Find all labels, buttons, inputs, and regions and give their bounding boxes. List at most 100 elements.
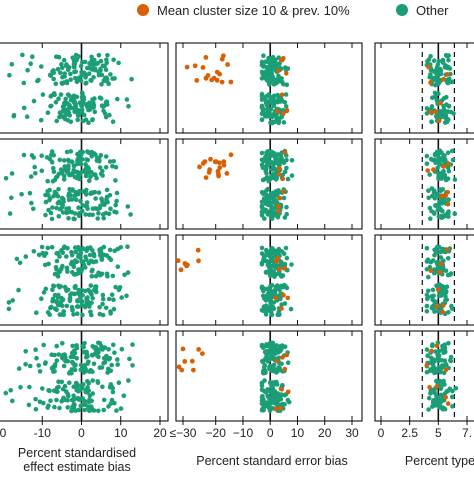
data-point-other (41, 290, 47, 295)
data-point-other (82, 407, 87, 413)
data-point-other (61, 199, 66, 204)
data-point-highlight (208, 156, 213, 162)
data-point-other (70, 94, 76, 100)
data-point-other (99, 257, 105, 262)
data-point-other (72, 402, 77, 408)
facet-frame (374, 138, 474, 230)
legend: Mean cluster size 10 & prev. 10% Other (137, 3, 449, 18)
data-point-other (97, 311, 103, 317)
data-point-other (130, 363, 135, 368)
data-point-other (276, 120, 282, 126)
data-point-other (103, 165, 109, 170)
data-point-other (434, 283, 439, 289)
data-point-other (96, 52, 102, 58)
data-point-other (113, 164, 119, 170)
data-point-highlight (221, 53, 226, 59)
data-point-other (269, 246, 274, 251)
data-point-other (266, 405, 272, 410)
data-point-other (32, 164, 37, 170)
data-point-other (437, 244, 442, 250)
data-point-highlight (445, 247, 450, 252)
data-point-other (281, 120, 287, 125)
data-point-other (34, 310, 39, 316)
data-point-other (434, 66, 439, 72)
data-point-other (93, 206, 98, 211)
data-point-other (58, 92, 64, 97)
data-point-other (40, 386, 45, 391)
data-point-highlight (282, 366, 288, 372)
data-point-other (27, 384, 32, 390)
data-point-other (111, 342, 116, 348)
data-point-highlight (203, 175, 209, 181)
data-point-other (82, 265, 88, 270)
data-point-other (436, 176, 441, 181)
data-point-highlight (180, 346, 186, 352)
data-point-other (115, 264, 121, 270)
data-point-other (282, 301, 288, 306)
data-point-other (450, 404, 455, 409)
data-point-other (432, 252, 437, 258)
data-point-other (43, 212, 48, 218)
data-point-other (107, 247, 113, 253)
data-point-other (55, 66, 61, 72)
data-point-other (66, 216, 71, 221)
data-point-other (119, 295, 124, 300)
x-tick-label: −20 (206, 426, 227, 440)
data-point-other (429, 186, 435, 191)
data-point-other (100, 104, 106, 109)
data-point-highlight (178, 267, 184, 273)
data-point-other (75, 311, 80, 317)
data-point-other (102, 63, 107, 69)
data-point-other (102, 202, 107, 207)
data-point-other (72, 397, 77, 402)
data-point-other (99, 82, 104, 87)
data-point-other (274, 379, 279, 385)
data-point-other (446, 58, 451, 63)
data-point-other (102, 359, 108, 365)
data-point-highlight (285, 389, 291, 395)
data-point-other (114, 198, 119, 204)
data-point-other (130, 342, 135, 347)
data-point-highlight (428, 268, 434, 274)
data-point-highlight (194, 78, 200, 83)
data-point-other (429, 358, 435, 364)
data-point-highlight (185, 262, 190, 268)
data-point-other (88, 368, 93, 373)
data-point-other (428, 259, 434, 265)
data-point-other (3, 176, 9, 181)
data-point-highlight (217, 160, 222, 166)
data-point-other (270, 76, 276, 82)
data-point-other (54, 358, 60, 363)
data-point-highlight (279, 387, 285, 392)
data-point-other (75, 117, 80, 123)
data-point-other (47, 72, 53, 78)
data-point-other (449, 394, 455, 400)
data-point-other (284, 82, 290, 87)
data-point-highlight (276, 209, 282, 214)
data-point-other (271, 251, 277, 256)
data-point-other (73, 362, 78, 368)
data-point-other (57, 157, 63, 163)
data-point-other (43, 360, 48, 365)
data-point-other (62, 164, 67, 169)
data-point-other (73, 102, 78, 107)
data-point-other (86, 107, 91, 113)
data-point-other (273, 284, 279, 290)
data-point-other (115, 357, 120, 362)
data-point-other (127, 356, 132, 362)
data-point-other (259, 117, 265, 123)
data-point-other (115, 362, 120, 367)
facet-row-2 (175, 138, 363, 230)
data-point-other (80, 246, 85, 252)
data-point-other (275, 191, 280, 196)
data-point-other (437, 66, 443, 72)
data-point-other (435, 72, 441, 78)
data-point-other (28, 174, 34, 179)
data-point-other (6, 300, 12, 305)
data-point-other (79, 288, 85, 293)
data-point-other (54, 389, 59, 394)
data-point-other (73, 197, 79, 202)
data-point-other (75, 299, 80, 304)
data-point-other (446, 340, 451, 346)
data-point-other (442, 64, 448, 70)
